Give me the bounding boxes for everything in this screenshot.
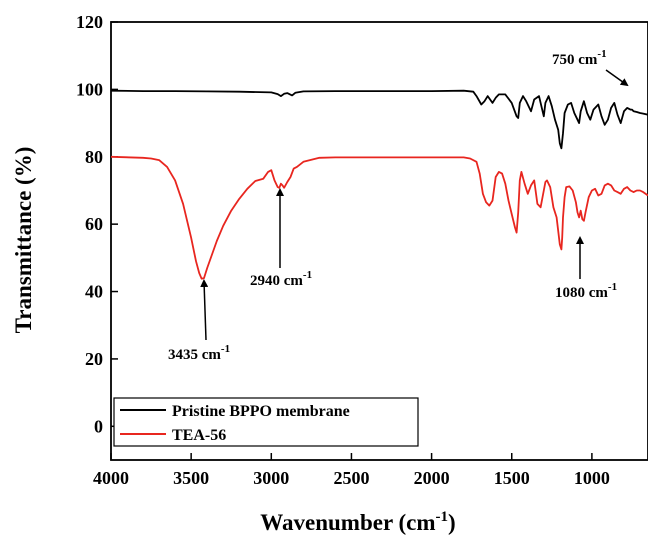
annotation-1080: 1080 cm-1	[555, 236, 617, 301]
annotation-3435-arrow	[200, 279, 209, 341]
x-tick-label: 4000	[93, 468, 129, 488]
y-tick-label: 0	[94, 416, 103, 436]
y-axis-title: Transmittance (%)	[11, 147, 36, 334]
y-tick-label: 20	[85, 349, 103, 369]
x-tick-label: 1000	[574, 468, 610, 488]
annotation-750: 750 cm-1	[552, 48, 629, 87]
legend-box	[113, 397, 419, 447]
legend: Pristine BPPO membrane TEA-56	[113, 397, 419, 447]
x-tick-label: 2500	[333, 468, 369, 488]
x-axis: 4000 3500 3000 2500 2000 1500 1000	[93, 453, 610, 488]
x-axis-title: Wavenumber (cm-1)	[260, 509, 455, 535]
annotation-2940-label: 2940 cm-1	[250, 269, 312, 289]
annotation-3435-label: 3435 cm-1	[168, 343, 230, 363]
annotation-2940: 2940 cm-1	[250, 188, 312, 289]
y-tick-label: 80	[85, 147, 103, 167]
x-tick-label: 1500	[494, 468, 530, 488]
x-tick-label: 3000	[253, 468, 289, 488]
series-layer	[110, 89, 648, 280]
series-line-tea56	[110, 155, 648, 280]
x-tick-label: 3500	[173, 468, 209, 488]
y-tick-label: 100	[76, 79, 103, 99]
legend-label-tea: TEA-56	[172, 427, 226, 444]
y-axis: 0 20 40 60 80 100 120	[76, 12, 118, 436]
legend-label-bppo: Pristine BPPO membrane	[172, 403, 350, 420]
annotation-750-arrow	[605, 69, 629, 87]
x-axis-title-sup: -1	[436, 509, 449, 525]
x-axis-title-close: )	[448, 510, 456, 535]
y-tick-label: 60	[85, 214, 103, 234]
annotation-3435: 3435 cm-1	[168, 279, 230, 363]
annotation-1080-label: 1080 cm-1	[555, 281, 617, 301]
x-axis-title-text: Wavenumber (cm	[260, 510, 435, 535]
y-tick-label: 120	[76, 12, 103, 32]
x-tick-label: 2000	[414, 468, 450, 488]
y-tick-label: 40	[85, 282, 103, 302]
series-line-bppo	[110, 89, 648, 150]
plot-frame	[110, 21, 648, 461]
annotation-750-label: 750 cm-1	[552, 48, 607, 68]
